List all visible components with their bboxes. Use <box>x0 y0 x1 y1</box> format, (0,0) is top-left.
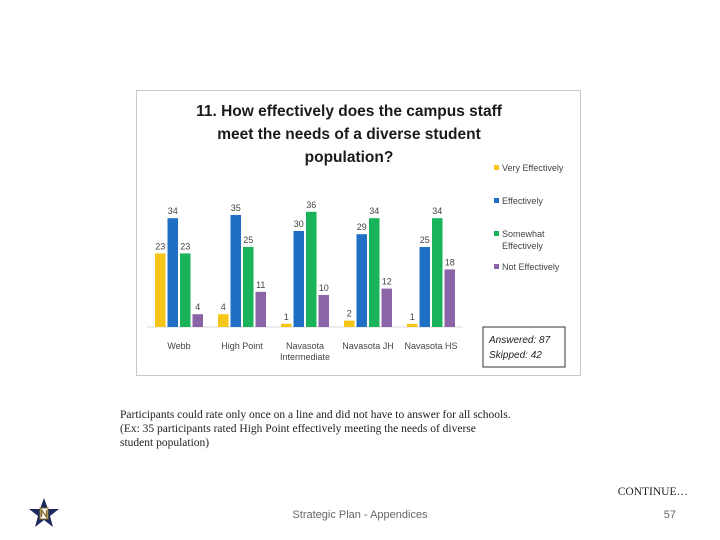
legend-swatch <box>494 264 499 269</box>
caption-line-1: Participants could rate only once on a l… <box>120 409 511 421</box>
bar-navasota-intermediate-very-effectively <box>281 323 292 327</box>
data-label: 18 <box>445 257 455 267</box>
bar-navasota-intermediate-effectively <box>293 231 304 327</box>
data-label: 25 <box>243 235 253 245</box>
chart-caption: Participants could rate only once on a l… <box>120 408 540 450</box>
continue-label: CONTINUE… <box>617 486 688 498</box>
bar-navasota-hs-not-effectively <box>444 269 455 327</box>
chart-title-line-1: 11. How effectively does the campus staf… <box>196 103 503 120</box>
chart-title-line-2: meet the needs of a diverse student <box>217 126 481 143</box>
bar-navasota-hs-somewhat-effectively <box>432 218 443 327</box>
data-label: 23 <box>180 241 190 251</box>
chart-frame: 11. How effectively does the campus staf… <box>136 90 581 376</box>
data-label: 25 <box>420 235 430 245</box>
data-label: 34 <box>369 206 379 216</box>
bar-high-point-very-effectively <box>218 314 229 327</box>
bar-high-point-effectively <box>230 215 241 327</box>
x-tick-label: Navasota <box>286 341 324 351</box>
data-label: 35 <box>231 203 241 213</box>
data-label: 36 <box>306 200 316 210</box>
bar-navasota-jh-very-effectively <box>344 320 355 327</box>
legend-swatch <box>494 165 499 170</box>
legend-label: Not Effectively <box>502 262 560 272</box>
bar-webb-somewhat-effectively <box>180 253 191 327</box>
data-label: 34 <box>432 206 442 216</box>
chart-title-line-3: population? <box>305 149 394 166</box>
x-tick-label: Navasota HS <box>404 341 457 351</box>
legend-swatch <box>494 231 499 236</box>
data-label: 23 <box>155 241 165 251</box>
star-logo-icon <box>29 498 59 527</box>
legend-label: Effectively <box>502 196 543 206</box>
bar-chart: 11. How effectively does the campus staf… <box>147 103 566 368</box>
data-label: 4 <box>195 302 200 312</box>
bar-navasota-hs-very-effectively <box>407 323 418 327</box>
bar-webb-not-effectively <box>192 314 203 327</box>
bar-high-point-somewhat-effectively <box>243 247 254 327</box>
data-label: 29 <box>357 222 367 232</box>
answered-count: Answered: 87 <box>488 335 551 346</box>
x-tick-label: Webb <box>167 341 190 351</box>
data-label: 34 <box>168 206 178 216</box>
page-number: 57 <box>663 509 676 521</box>
skipped-count: Skipped: 42 <box>489 350 542 361</box>
data-label: 30 <box>294 219 304 229</box>
data-label: 1 <box>410 312 415 322</box>
bar-navasota-intermediate-not-effectively <box>318 295 329 327</box>
caption-line-3: student population) <box>120 437 210 449</box>
data-label: 1 <box>284 312 289 322</box>
data-label: 12 <box>382 277 392 287</box>
legend-label: Somewhat <box>502 229 545 239</box>
caption-line-2: (Ex: 35 participants rated High Point ef… <box>120 423 476 435</box>
x-tick-label: Navasota JH <box>342 341 394 351</box>
response-summary-box <box>482 326 566 368</box>
data-label: 10 <box>319 283 329 293</box>
bar-navasota-jh-somewhat-effectively <box>369 218 380 327</box>
legend-label: Effectively <box>502 241 543 251</box>
data-label: 11 <box>256 280 265 290</box>
x-tick-label: Intermediate <box>280 352 330 362</box>
data-label: 4 <box>221 302 226 312</box>
legend-label: Very Effectively <box>502 163 564 173</box>
data-label: 2 <box>347 309 352 319</box>
x-tick-label: High Point <box>221 341 263 351</box>
bar-high-point-not-effectively <box>255 291 266 327</box>
bar-navasota-jh-effectively <box>356 234 367 327</box>
bar-navasota-jh-not-effectively <box>381 288 392 327</box>
footer-title: Strategic Plan - Appendices <box>292 509 428 521</box>
bar-webb-effectively <box>167 218 178 327</box>
bar-navasota-hs-effectively <box>419 247 430 327</box>
bar-navasota-intermediate-somewhat-effectively <box>306 211 317 327</box>
legend-swatch <box>494 198 499 203</box>
bar-webb-very-effectively <box>155 253 166 327</box>
